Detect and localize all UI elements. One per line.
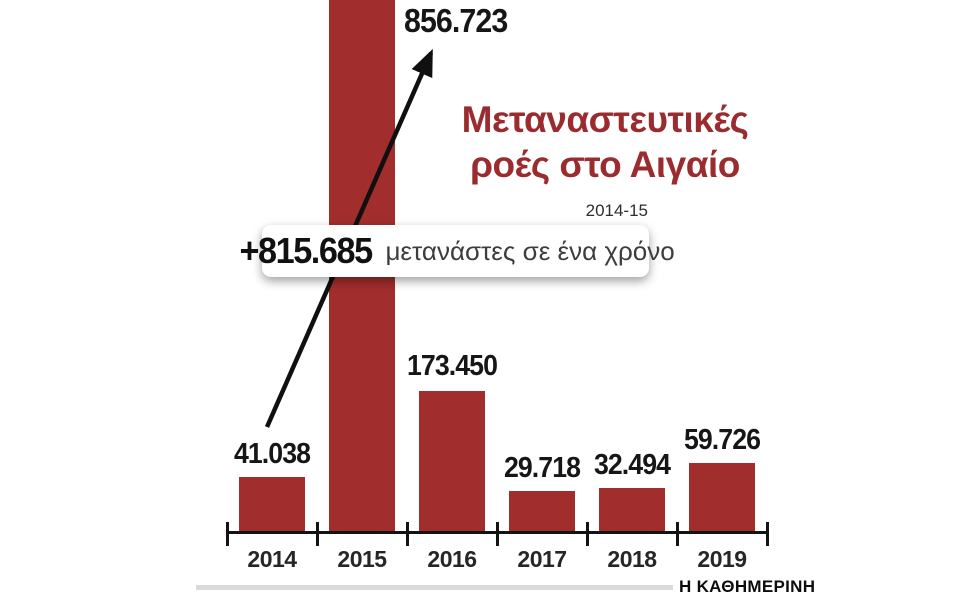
x-axis-tick [676,522,679,546]
value-label-2018: 32.494 [593,449,671,481]
bar-2018 [599,488,665,531]
chart-title-line2: ροές στο Αιγαίο [470,144,740,185]
year-label-2014: 2014 [247,546,297,572]
value-label-2017: 29.718 [503,452,581,484]
x-axis-tick [496,522,499,546]
footer-divider [196,585,673,590]
chart-title-line1: Μεταναστευτικές [461,99,749,140]
year-label-2016: 2016 [427,546,477,572]
bar-2017 [509,491,575,531]
x-axis-tick [586,522,589,546]
year-label-2017: 2017 [517,546,567,572]
x-axis-tick [316,522,319,546]
annotation-callout: +815.685 μετανάστες σε ένα χρόνο [240,225,675,277]
x-axis-tick [226,522,229,546]
annotation-text: μετανάστες σε ένα χρόνο [385,235,675,266]
year-label-2015: 2015 [337,546,387,572]
value-label-2016: 173.450 [406,350,498,382]
value-label-2019: 59.726 [683,424,761,456]
chart-title: Μεταναστευτικές ροές στο Αιγαίο [425,97,785,187]
publisher-logo: Η ΚΑΘΗΜΕΡΙΝΗ [679,577,816,596]
bar-2019 [689,463,755,531]
x-axis-tick [406,522,409,546]
chart-subtitle: 2014-15 [585,201,648,220]
x-axis-tick [766,522,769,546]
bar-2014 [239,477,305,531]
year-label-2018: 2018 [607,546,657,572]
bar-2016 [419,391,485,531]
annotation-delta-value: +815.685 [239,230,374,271]
value-label-2014: 41.038 [233,438,311,470]
value-label-2015: 856.723 [404,2,508,39]
year-label-2019: 2019 [697,546,747,572]
